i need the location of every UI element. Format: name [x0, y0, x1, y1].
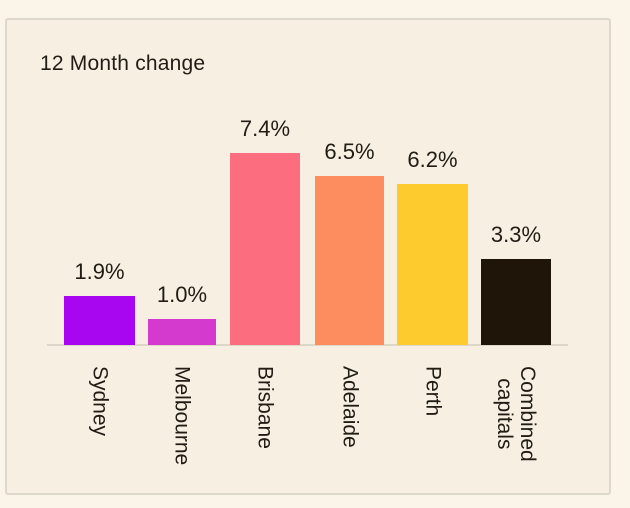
bar-melbourne [148, 319, 216, 345]
bar-value-label: 6.2% [407, 147, 458, 172]
category-label: Melbourne [170, 366, 194, 466]
bar-sydney [64, 296, 135, 345]
bar-adelaide [315, 176, 384, 345]
bar-combined [481, 259, 551, 345]
bar-value-label: 7.4% [239, 116, 291, 141]
category-label: Combined capitals [493, 366, 539, 462]
category-label: Sydney [88, 366, 111, 437]
bar-value-label: 1.0% [156, 282, 208, 307]
bar-perth [397, 184, 468, 345]
chart-title: 12 Month change [40, 52, 206, 75]
bar-brisbane [230, 153, 300, 345]
bar-value-label: 3.3% [490, 222, 542, 247]
x-axis-line [47, 344, 568, 346]
category-label: Brisbane [253, 366, 277, 449]
category-label: Perth [421, 366, 444, 417]
bar-value-label: 6.5% [324, 139, 375, 164]
bar-value-label: 1.9% [74, 259, 125, 284]
category-label: Adelaide [338, 366, 361, 448]
chart-card: 12 Month change [5, 18, 611, 495]
